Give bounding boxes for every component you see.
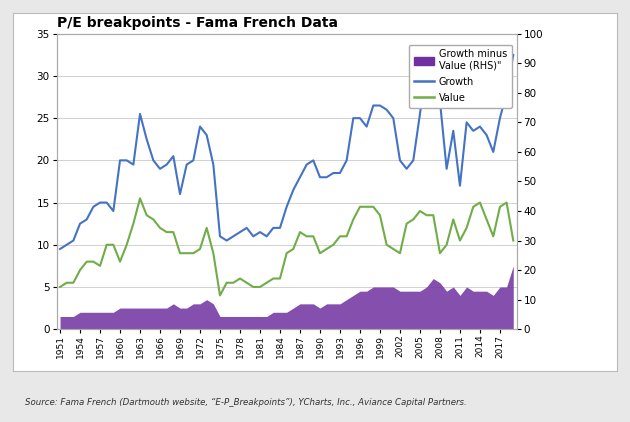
Text: P/E breakpoints - Fama French Data: P/E breakpoints - Fama French Data — [57, 16, 338, 30]
Legend: Growth minus
Value (RHS)", Growth, Value: Growth minus Value (RHS)", Growth, Value — [410, 45, 512, 108]
Text: Source: Fama French (Dartmouth website, “E-P_Breakpoints”), YCharts, Inc., Avian: Source: Fama French (Dartmouth website, … — [25, 398, 467, 407]
